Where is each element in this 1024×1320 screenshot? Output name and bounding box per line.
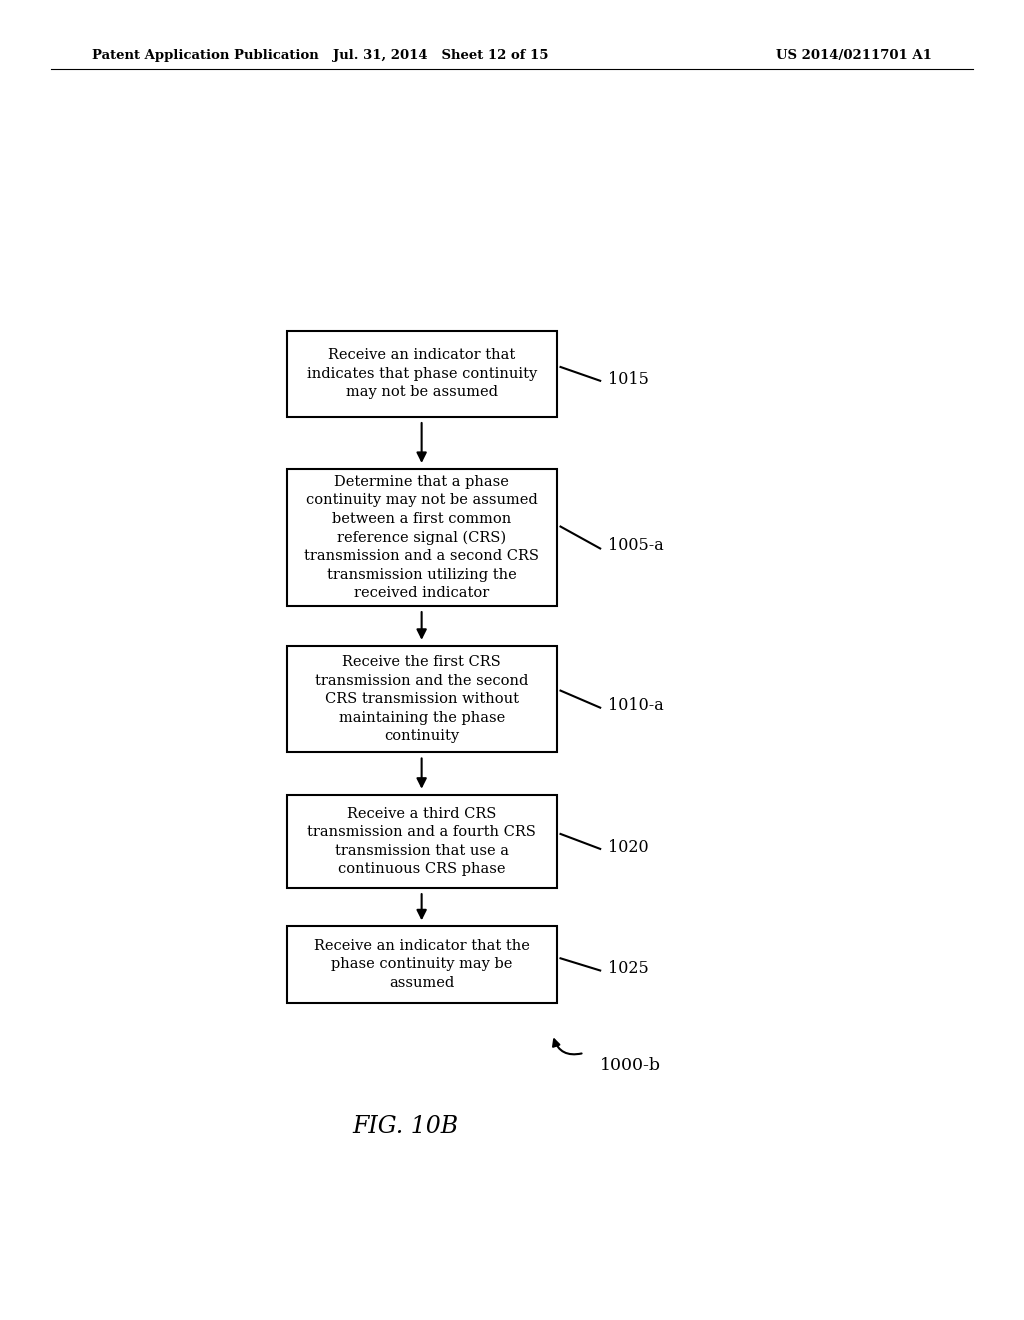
Text: Jul. 31, 2014   Sheet 12 of 15: Jul. 31, 2014 Sheet 12 of 15 bbox=[333, 49, 548, 62]
Text: 1020: 1020 bbox=[608, 838, 649, 855]
FancyBboxPatch shape bbox=[287, 331, 557, 417]
FancyBboxPatch shape bbox=[287, 795, 557, 888]
FancyArrowPatch shape bbox=[553, 1039, 582, 1055]
FancyBboxPatch shape bbox=[287, 927, 557, 1002]
FancyBboxPatch shape bbox=[287, 645, 557, 752]
Text: Receive an indicator that the
phase continuity may be
assumed: Receive an indicator that the phase cont… bbox=[313, 939, 529, 990]
Text: FIG. 10B: FIG. 10B bbox=[352, 1114, 459, 1138]
Text: Patent Application Publication: Patent Application Publication bbox=[92, 49, 318, 62]
Text: 1000-b: 1000-b bbox=[600, 1056, 662, 1073]
Text: 1015: 1015 bbox=[608, 371, 649, 388]
Text: Receive an indicator that
indicates that phase continuity
may not be assumed: Receive an indicator that indicates that… bbox=[306, 348, 537, 399]
Text: 1010-a: 1010-a bbox=[608, 697, 664, 714]
Text: 1025: 1025 bbox=[608, 961, 649, 978]
Text: Receive the first CRS
transmission and the second
CRS transmission without
maint: Receive the first CRS transmission and t… bbox=[315, 655, 528, 743]
Text: Determine that a phase
continuity may not be assumed
between a first common
refe: Determine that a phase continuity may no… bbox=[304, 475, 539, 601]
Text: Receive a third CRS
transmission and a fourth CRS
transmission that use a
contin: Receive a third CRS transmission and a f… bbox=[307, 807, 537, 876]
Text: US 2014/0211701 A1: US 2014/0211701 A1 bbox=[776, 49, 932, 62]
FancyBboxPatch shape bbox=[287, 469, 557, 606]
Text: 1005-a: 1005-a bbox=[608, 537, 664, 554]
